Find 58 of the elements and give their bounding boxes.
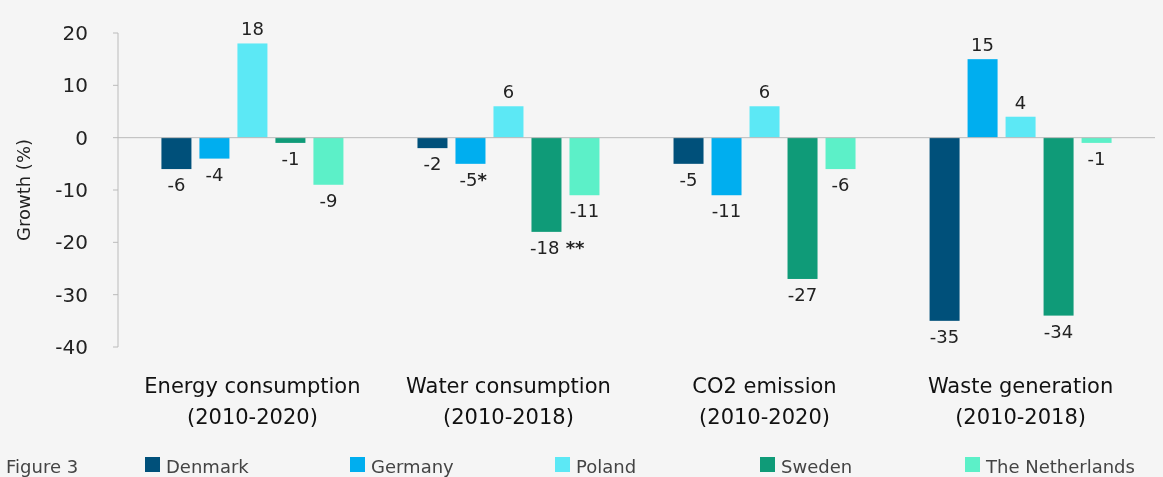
bar (1081, 137, 1112, 143)
bar (493, 106, 524, 138)
bar (967, 59, 998, 138)
bar (929, 137, 960, 321)
bar (275, 137, 306, 143)
data-label: -2 (423, 153, 442, 175)
legend-label: The Netherlands (985, 456, 1135, 477)
x-tick-label: Waste generation (2010-2018) (927, 374, 1114, 429)
y-tick-label: -20 (55, 230, 88, 255)
bar (1043, 137, 1074, 316)
bar (569, 137, 600, 196)
data-label: -6 (831, 174, 850, 196)
data-label: -35 (929, 325, 960, 347)
data-label: -11 (569, 200, 600, 222)
data-label: -4 (205, 163, 224, 185)
bar (455, 137, 486, 164)
y-tick-label: 0 (75, 125, 88, 150)
data-label: 6 (758, 81, 771, 103)
data-label: -5 (679, 168, 698, 190)
data-label: -18 ** (529, 236, 586, 258)
data-label: -1 (281, 147, 300, 169)
y-tick-label: 10 (62, 73, 88, 98)
bar (237, 43, 268, 138)
bar (313, 137, 344, 185)
legend-label: Sweden (781, 456, 853, 477)
data-label: -9 (319, 189, 338, 211)
bar (825, 137, 856, 170)
caption: Figure 3 (6, 456, 79, 477)
x-tick-label: Water consumption (2010-2018) (406, 374, 611, 429)
bar (711, 137, 742, 196)
x-tick-label: Energy consumption (2010-2020) (144, 374, 361, 429)
bar (673, 137, 704, 164)
y-axis-title: Growth (%) (13, 138, 34, 242)
data-label: 6 (502, 81, 515, 103)
data-label: 18 (240, 18, 264, 40)
data-label: -27 (787, 283, 818, 305)
data-label: -5* (459, 168, 488, 190)
legend-label: Denmark (166, 456, 250, 477)
data-label: -1 (1087, 147, 1106, 169)
y-tick-label: -30 (55, 282, 88, 307)
data-label: -6 (167, 174, 186, 196)
bar (1005, 116, 1036, 138)
x-tick-label: CO2 emission (2010-2020) (692, 374, 837, 429)
bar (531, 137, 562, 232)
data-label: 15 (971, 34, 995, 56)
y-tick-label: -10 (55, 178, 88, 202)
y-tick-label: -40 (55, 335, 88, 359)
bar (199, 137, 230, 159)
bar (417, 137, 448, 149)
bar (749, 106, 780, 138)
data-label: 4 (1014, 91, 1027, 113)
legend-label: Poland (576, 456, 637, 477)
data-label: -11 (711, 200, 742, 222)
legend-label: Germany (371, 456, 455, 477)
bar (161, 137, 192, 170)
data-label: -34 (1043, 320, 1074, 342)
bar (787, 137, 818, 279)
y-tick-label: 20 (62, 21, 88, 45)
